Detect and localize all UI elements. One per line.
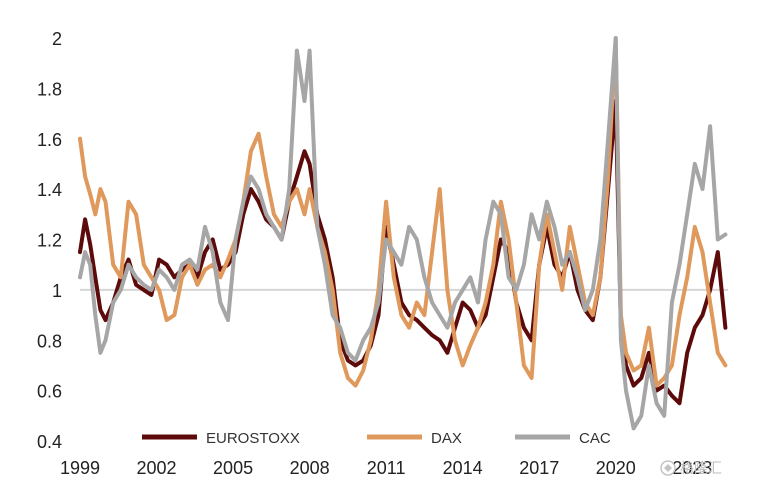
- legend-label-eurostoxx: EUROSTOXX: [206, 430, 300, 447]
- y-axis-ticks: 0.4 0.6 0.8 1 1.2 1.4 1.6 1.8 2: [37, 29, 62, 452]
- y-tick-label: 2: [52, 29, 62, 49]
- x-tick-label: 1999: [60, 458, 100, 478]
- x-tick-label: 2023: [672, 458, 712, 478]
- x-tick-label: 2014: [443, 458, 483, 478]
- y-tick-label: 0.4: [37, 432, 62, 452]
- x-tick-label: 2011: [367, 458, 406, 478]
- y-tick-label: 0.6: [37, 382, 62, 402]
- series-line-cac: [78, 36, 728, 431]
- x-tick-label: 2017: [519, 458, 559, 478]
- legend-label-dax: DAX: [431, 430, 462, 447]
- y-tick-label: 1: [52, 281, 62, 301]
- y-tick-label: 1.6: [37, 130, 62, 150]
- x-axis-ticks: 1999 2002 2005 2008 2011 2014 2017 2020 2023: [60, 458, 712, 478]
- watermark: 格隆汇: [660, 460, 722, 476]
- y-tick-label: 0.8: [37, 331, 62, 351]
- x-tick-label: 2008: [290, 458, 330, 478]
- watermark-text: 格隆汇: [680, 460, 722, 476]
- legend-label-cac: CAC: [579, 430, 611, 447]
- x-tick-label: 2020: [596, 458, 636, 478]
- y-tick-label: 1.8: [37, 79, 62, 99]
- x-tick-label: 2002: [137, 458, 177, 478]
- legend: EUROSTOXX DAX CAC: [142, 430, 611, 447]
- series-layer: [78, 36, 728, 431]
- series-line-dax: [78, 36, 728, 388]
- x-tick-label: 2005: [213, 458, 253, 478]
- y-tick-label: 1.2: [37, 231, 62, 251]
- watermark-logo-icon: [660, 460, 676, 476]
- y-tick-label: 1.4: [37, 180, 62, 200]
